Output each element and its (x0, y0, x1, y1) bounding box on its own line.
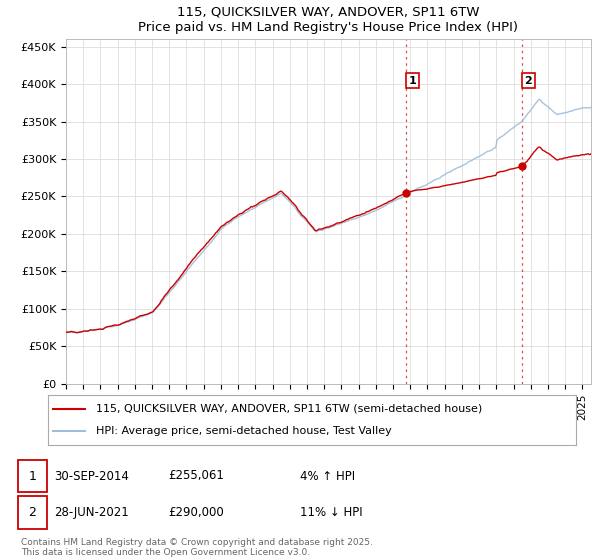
Text: £255,061: £255,061 (168, 469, 224, 483)
Text: 115, QUICKSILVER WAY, ANDOVER, SP11 6TW (semi-detached house): 115, QUICKSILVER WAY, ANDOVER, SP11 6TW … (95, 404, 482, 414)
Text: £290,000: £290,000 (168, 506, 224, 519)
Text: HPI: Average price, semi-detached house, Test Valley: HPI: Average price, semi-detached house,… (95, 426, 391, 436)
Text: 4% ↑ HPI: 4% ↑ HPI (300, 469, 355, 483)
Text: 11% ↓ HPI: 11% ↓ HPI (300, 506, 362, 519)
Text: 1: 1 (409, 76, 416, 86)
Text: 30-SEP-2014: 30-SEP-2014 (54, 469, 129, 483)
Title: 115, QUICKSILVER WAY, ANDOVER, SP11 6TW
Price paid vs. HM Land Registry's House : 115, QUICKSILVER WAY, ANDOVER, SP11 6TW … (139, 6, 518, 34)
Text: Contains HM Land Registry data © Crown copyright and database right 2025.
This d: Contains HM Land Registry data © Crown c… (21, 538, 373, 557)
Text: 1: 1 (28, 469, 37, 483)
Text: 2: 2 (524, 76, 532, 86)
Text: 2: 2 (28, 506, 37, 519)
Text: 28-JUN-2021: 28-JUN-2021 (54, 506, 129, 519)
